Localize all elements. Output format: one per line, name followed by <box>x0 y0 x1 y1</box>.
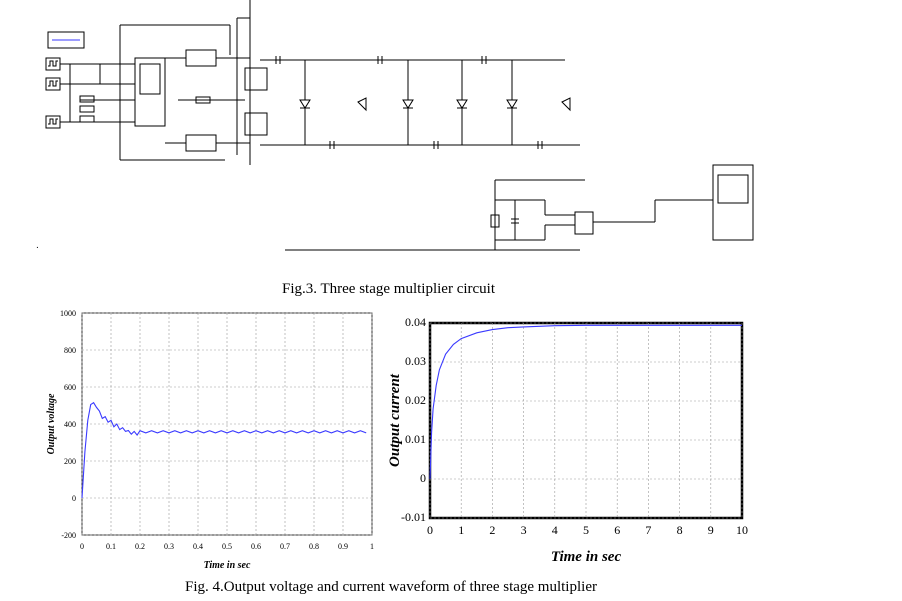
x-tick-label: 7 <box>645 523 651 537</box>
svg-text:.: . <box>36 240 39 251</box>
output-voltage-chart: 0 0.1 0.2 0.3 0.4 0.5 0.6 0.7 0.8 0.9 1 -200 0 200 400… <box>46 309 374 571</box>
multiplier-circuit-diagram: . <box>36 0 754 251</box>
y-axis-label: Output voltage <box>46 393 57 454</box>
figure-3-caption: Fig.3. Three stage multiplier circuit <box>282 281 496 297</box>
x-tick-label: 0.6 <box>251 542 261 551</box>
y-tick-label: 0 <box>420 471 426 485</box>
x-tick-label: 0.8 <box>309 542 319 551</box>
x-tick-label: 0 <box>80 542 84 551</box>
x-tick-label: 4 <box>552 523 558 537</box>
y-tick-label: 0.01 <box>405 432 426 446</box>
y-tick-label: 0 <box>72 494 76 503</box>
x-tick-label: 5 <box>583 523 589 537</box>
x-tick-label: 0.7 <box>280 542 290 551</box>
x-tick-label: 0.2 <box>135 542 145 551</box>
x-tick-label: 10 <box>736 523 748 537</box>
x-tick-label: 0.1 <box>106 542 116 551</box>
x-tick-label: 2 <box>489 523 495 537</box>
x-tick-label: 0.9 <box>338 542 348 551</box>
switch-top <box>244 67 268 91</box>
y-axis-label: Output current <box>387 373 403 467</box>
x-tick-label: 0.3 <box>164 542 174 551</box>
y-tick-label: 400 <box>64 420 76 429</box>
x-tick-label: 3 <box>521 523 527 537</box>
scope-block-small <box>47 31 85 49</box>
measurement-block <box>574 211 594 235</box>
x-tick-label: 8 <box>677 523 683 537</box>
y-tick-label: 200 <box>64 457 76 466</box>
y-tick-label: 600 <box>64 383 76 392</box>
bridge-block-bottom <box>185 134 217 152</box>
y-tick-label: 0.04 <box>405 315 426 329</box>
x-tick-label: 0.5 <box>222 542 232 551</box>
y-tick-label: 0.03 <box>405 354 426 368</box>
x-tick-label: 0 <box>427 523 433 537</box>
y-tick-label: -200 <box>61 531 76 540</box>
bridge-block-top <box>185 49 217 67</box>
x-tick-label: 0.4 <box>193 542 203 551</box>
scope-block <box>712 164 754 241</box>
series-line <box>429 324 742 480</box>
x-axis-label: Time in sec <box>204 560 251 571</box>
y-tick-label: 800 <box>64 346 76 355</box>
x-tick-label: 6 <box>614 523 620 537</box>
y-tick-label: -0.01 <box>401 510 426 524</box>
x-axis-label: Time in sec <box>551 549 622 565</box>
series-line <box>81 401 367 499</box>
x-tick-label: 1 <box>458 523 464 537</box>
figure-4-caption: Fig. 4.Output voltage and current wavefo… <box>185 579 597 595</box>
y-tick-label: 0.02 <box>405 393 426 407</box>
y-tick-label: 1000 <box>60 309 76 318</box>
x-tick-label: 9 <box>708 523 714 537</box>
switch-bottom <box>244 112 268 136</box>
x-tick-label: 1 <box>370 542 374 551</box>
control-block <box>134 57 166 127</box>
